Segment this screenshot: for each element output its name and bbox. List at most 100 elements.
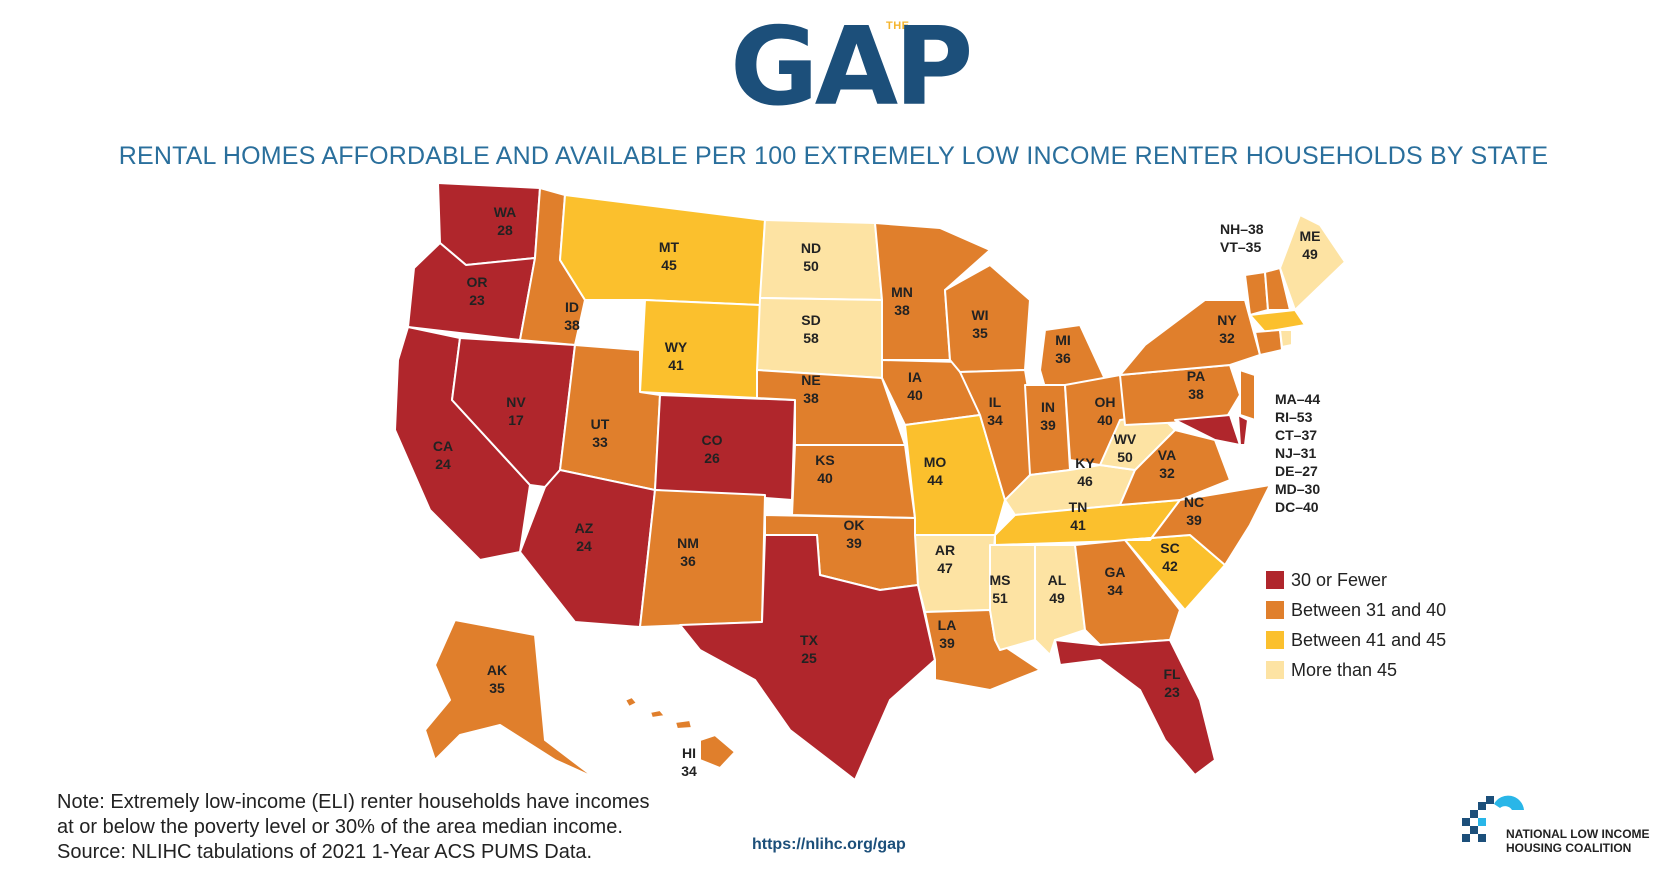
- state-value-label: 39: [1040, 417, 1056, 433]
- state-code-label: WA: [494, 204, 517, 220]
- state-value-label: 51: [992, 590, 1008, 606]
- state-ct: [1254, 329, 1283, 356]
- state-value-label: 24: [435, 456, 451, 472]
- state-code-label: KY: [1075, 455, 1095, 471]
- state-value-label: 36: [1055, 350, 1071, 366]
- state-value-label: 23: [1164, 684, 1180, 700]
- small-state-value: DC–40: [1275, 499, 1319, 515]
- state-me: [1279, 214, 1346, 311]
- state-code-label: MS: [990, 572, 1011, 588]
- state-value-label: 40: [1097, 412, 1113, 428]
- state-value-label: 39: [939, 635, 955, 651]
- small-state-value: VT–35: [1220, 239, 1262, 255]
- footnote: Note: Extremely low-income (ELI) renter …: [57, 790, 649, 865]
- legend-label: 30 or Fewer: [1291, 569, 1388, 590]
- small-state-value: CT–37: [1275, 427, 1318, 443]
- state-code-label: OH: [1095, 394, 1116, 410]
- state-code-label: WV: [1114, 431, 1137, 447]
- state-nj: [1239, 369, 1256, 421]
- state-value-label: 38: [564, 317, 580, 333]
- state-code-label: MT: [659, 239, 680, 255]
- org-name-line: NATIONAL LOW INCOME: [1506, 827, 1650, 841]
- legend-item-more-45: More than 45: [1266, 655, 1446, 685]
- small-state-value: MA–44: [1275, 391, 1321, 407]
- state-value-label: 39: [846, 535, 862, 551]
- state-nm: [639, 489, 766, 628]
- state-value-label: 33: [592, 434, 608, 450]
- state-code-label: VA: [1158, 447, 1176, 463]
- state-value-label: 50: [1117, 449, 1133, 465]
- state-value-label: 23: [469, 292, 485, 308]
- state-ma: [1249, 309, 1306, 333]
- state-value-label: 32: [1159, 465, 1175, 481]
- state-value-label: 25: [801, 650, 817, 666]
- state-code-label: OK: [844, 517, 865, 533]
- state-value-label: 41: [1070, 517, 1086, 533]
- small-state-value: DE–27: [1275, 463, 1318, 479]
- state-nd: [759, 219, 883, 301]
- state-value-label: 26: [704, 450, 720, 466]
- source-link[interactable]: https://nlihc.org/gap: [752, 836, 906, 853]
- small-states-mid-atlantic: MA–44 RI–53 CT–37 NJ–31 DE–27 MD–30 DC–4…: [1275, 390, 1320, 516]
- state-value-label: 58: [803, 330, 819, 346]
- small-states-new-england: NH–38 VT–35: [1220, 220, 1264, 256]
- state-code-label: IN: [1041, 399, 1055, 415]
- state-sd: [756, 297, 883, 379]
- state-code-label: IL: [989, 394, 1002, 410]
- small-state-value: MD–30: [1275, 481, 1321, 497]
- state-code-label: UT: [591, 416, 610, 432]
- state-value-label: 49: [1302, 246, 1318, 262]
- state-code-label: SD: [801, 312, 820, 328]
- legend-item-31-40: Between 31 and 40: [1266, 595, 1446, 625]
- state-wy: [639, 299, 761, 399]
- state-ks: [791, 444, 916, 519]
- state-value-label: 38: [1188, 386, 1204, 402]
- small-state-value: RI–53: [1275, 409, 1313, 425]
- state-value-label: 46: [1077, 473, 1093, 489]
- state-code-label: ME: [1300, 228, 1321, 244]
- state-tx: [679, 534, 936, 781]
- state-value-label: 38: [803, 390, 819, 406]
- legend-item-41-45: Between 41 and 45: [1266, 625, 1446, 655]
- state-value-label: 45: [661, 257, 677, 273]
- legend: 30 or Fewer Between 31 and 40 Between 41…: [1266, 565, 1446, 685]
- state-code-label: FL: [1163, 666, 1181, 682]
- legend-swatch: [1266, 631, 1284, 649]
- state-value-label: 40: [907, 387, 923, 403]
- footnote-line: at or below the poverty level or 30% of …: [57, 816, 623, 838]
- state-fl: [1054, 639, 1216, 776]
- org-name: NATIONAL LOW INCOME HOUSING COALITION: [1506, 827, 1650, 855]
- state-code-label: AK: [487, 662, 507, 678]
- state-value-label: 34: [1107, 582, 1123, 598]
- state-code-label: SC: [1160, 540, 1179, 556]
- legend-label: More than 45: [1291, 659, 1398, 680]
- state-value-label: 39: [1186, 512, 1202, 528]
- footnote-line: Source: NLIHC tabulations of 2021 1-Year…: [57, 841, 593, 863]
- state-value-label: 28: [497, 222, 513, 238]
- small-state-value: NH–38: [1220, 221, 1264, 237]
- gap-logo: GAP: [730, 5, 973, 130]
- legend-swatch: [1266, 661, 1284, 679]
- state-code-label: HI: [682, 745, 696, 761]
- state-code-label: ID: [565, 299, 579, 315]
- state-code-label: NC: [1184, 494, 1204, 510]
- state-value-label: 42: [1162, 558, 1178, 574]
- state-value-label: 34: [681, 763, 697, 779]
- state-code-label: ND: [801, 240, 821, 256]
- legend-swatch: [1266, 571, 1284, 589]
- state-code-label: PA: [1187, 368, 1205, 384]
- state-code-label: LA: [938, 617, 957, 633]
- state-value-label: 34: [987, 412, 1003, 428]
- state-wa: [437, 182, 541, 266]
- state-code-label: MI: [1055, 332, 1071, 348]
- org-name-line: HOUSING COALITION: [1506, 841, 1632, 855]
- legend-label: Between 41 and 45: [1291, 629, 1447, 650]
- state-hi: [624, 696, 736, 769]
- state-code-label: WI: [971, 307, 988, 323]
- state-value-label: 38: [894, 302, 910, 318]
- state-value-label: 41: [668, 357, 684, 373]
- state-value-label: 24: [576, 538, 592, 554]
- state-code-label: GA: [1105, 564, 1126, 580]
- state-ak: [424, 619, 596, 779]
- state-code-label: AZ: [575, 520, 594, 536]
